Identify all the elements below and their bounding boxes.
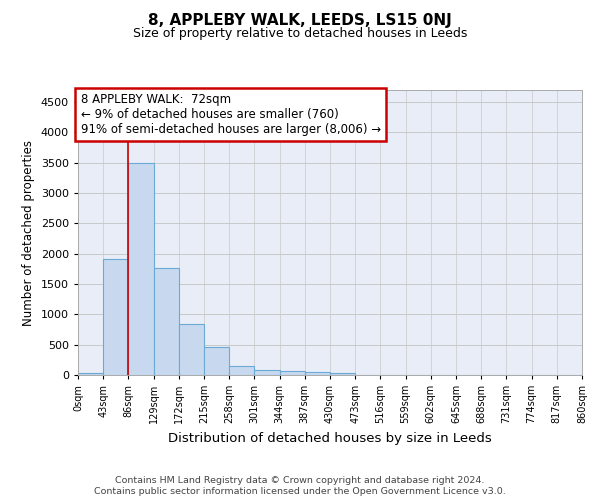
Bar: [330, 373, 355, 375]
Bar: [128, 164, 154, 375]
Text: 8, APPLEBY WALK, LEEDS, LS15 0NJ: 8, APPLEBY WALK, LEEDS, LS15 0NJ: [148, 12, 452, 28]
Bar: [254, 370, 280, 375]
Bar: [229, 366, 254, 375]
Bar: [305, 372, 330, 375]
Bar: [78, 372, 103, 375]
Bar: [103, 258, 128, 375]
Bar: [280, 372, 305, 375]
Text: Contains public sector information licensed under the Open Government Licence v3: Contains public sector information licen…: [94, 488, 506, 496]
Text: Contains HM Land Registry data © Crown copyright and database right 2024.: Contains HM Land Registry data © Crown c…: [115, 476, 485, 485]
Text: 8 APPLEBY WALK:  72sqm
← 9% of detached houses are smaller (760)
91% of semi-det: 8 APPLEBY WALK: 72sqm ← 9% of detached h…: [80, 93, 380, 136]
Bar: [179, 324, 204, 375]
Bar: [154, 268, 179, 375]
Bar: [204, 348, 229, 375]
Text: Size of property relative to detached houses in Leeds: Size of property relative to detached ho…: [133, 28, 467, 40]
Y-axis label: Number of detached properties: Number of detached properties: [22, 140, 35, 326]
X-axis label: Distribution of detached houses by size in Leeds: Distribution of detached houses by size …: [168, 432, 492, 444]
